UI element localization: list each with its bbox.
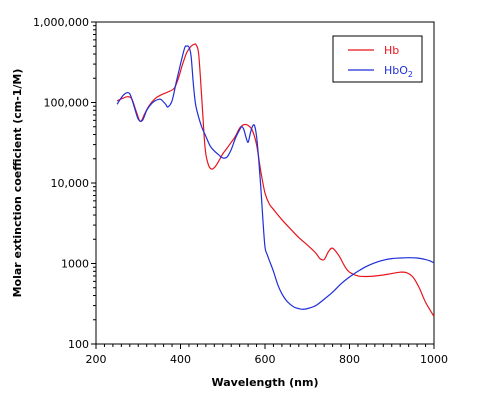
legend-box	[332, 35, 423, 83]
x-tick-label: 200	[86, 353, 107, 366]
legend-label-hbo2: HbO2	[384, 64, 413, 79]
y-tick-label: 100	[68, 338, 89, 351]
series-line-hb	[116, 43, 435, 317]
y-axis-ticks: 100 1000 10,000 100,000 1,000,000	[33, 16, 96, 351]
x-tick-label: 800	[339, 353, 360, 366]
y-tick-label: 1,000,000	[33, 16, 89, 29]
x-axis-ticks: 200 400 600 800 1000	[86, 344, 448, 366]
y-tick-label: 1000	[61, 258, 89, 271]
legend-items: Hb HbO2	[348, 44, 413, 79]
series-layer	[116, 43, 435, 317]
series-line-hbo2	[116, 45, 435, 310]
legend-label-hb: Hb	[384, 44, 399, 57]
x-tick-label: 600	[255, 353, 276, 366]
y-axis-label: Molar extinction coefficient (cm-1/M)	[11, 69, 24, 298]
y-tick-label: 10,000	[51, 177, 90, 190]
y-tick-label: 100,000	[44, 97, 90, 110]
x-tick-label: 1000	[420, 353, 448, 366]
legend: Hb HbO2	[332, 35, 423, 83]
x-axis-label: Wavelength (nm)	[212, 376, 319, 389]
x-tick-label: 400	[170, 353, 191, 366]
